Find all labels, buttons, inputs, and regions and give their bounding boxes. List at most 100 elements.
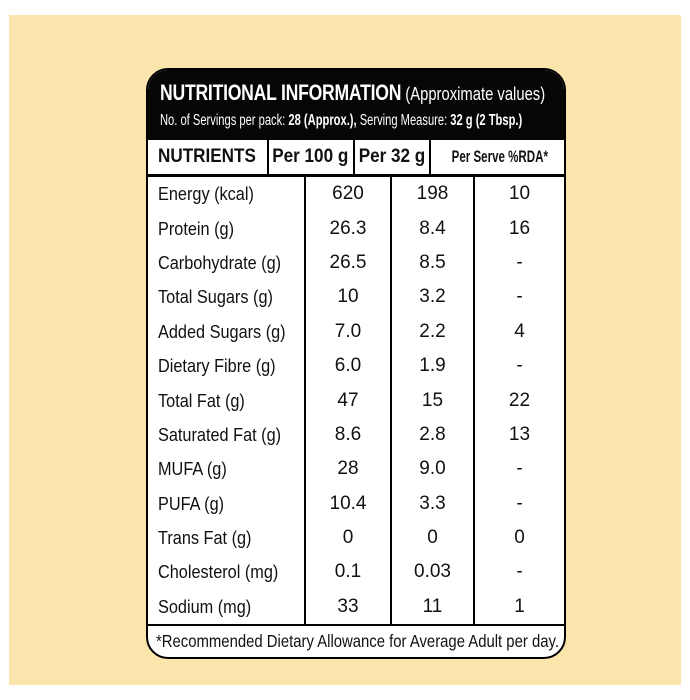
per-32g-value: 15 [421, 389, 444, 411]
per-32g-cell: 1.9 [392, 348, 475, 384]
nutrition-label: NUTRITIONAL INFORMATION (Approximate val… [146, 68, 566, 659]
rda-cell: - [475, 555, 564, 589]
nutrient-name-cell: PUFA (g) [148, 486, 306, 521]
rda-value: - [516, 286, 523, 308]
label-title-fit: NUTRITIONAL INFORMATION (Approximate val… [160, 79, 545, 110]
label-header: NUTRITIONAL INFORMATION (Approximate val… [148, 70, 564, 140]
per-100g-value: 0.1 [334, 561, 362, 583]
measure-value: 32 g (2 Tbsp.) [450, 112, 523, 129]
table-body: Energy (kcal) 620 198 10 Protein (g) [148, 177, 564, 625]
column-header-per-100g: Per 100 g [269, 140, 355, 174]
table-row: Energy (kcal) 620 198 10 [148, 177, 564, 212]
per-32g-cell: 3.2 [392, 280, 475, 315]
per-100g-value: 47 [337, 389, 359, 411]
per-32g-cell: 2.8 [392, 417, 475, 453]
rda-cell: 4 [475, 315, 564, 349]
rda-cell: - [475, 349, 564, 383]
nutrient-name: Dietary Fibre (g) [158, 355, 276, 377]
nutrient-name-cell: Total Fat (g) [148, 383, 306, 418]
per-32g-cell: 198 [392, 177, 475, 212]
nutrient-name: Cholesterol (mg) [158, 561, 279, 583]
table-row: Cholesterol (mg) 0.1 0.03 - [148, 555, 564, 590]
rda-value: - [516, 458, 523, 480]
per-100g-value: 6.0 [334, 355, 362, 377]
column-header-rda-label: Per Serve %RDA* [451, 147, 548, 166]
per-100g-cell: 8.6 [306, 417, 392, 453]
table-row: Total Sugars (g) 10 3.2 - [148, 280, 564, 315]
nutrient-name: Carbohydrate (g) [158, 251, 282, 273]
rda-value: 16 [508, 217, 531, 239]
footnote: *Recommended Dietary Allowance for Avera… [156, 631, 559, 651]
per-32g-cell: 11 [392, 589, 475, 625]
nutrient-name-cell: Sodium (mg) [148, 589, 306, 625]
per-100g-cell: 10 [306, 280, 392, 315]
nutrient-name-cell: Saturated Fat (g) [148, 417, 306, 453]
column-header-per-32g-label: Per 32 g [358, 146, 425, 167]
per-100g-cell: 0 [306, 520, 392, 556]
nutrient-name: Sodium (mg) [158, 595, 252, 617]
rda-cell: 1 [475, 590, 564, 624]
servings-fit: No. of Servings per pack: 28 (Approx.), … [160, 110, 522, 132]
per-100g-value: 8.6 [334, 423, 362, 445]
per-32g-value: 0 [427, 527, 438, 549]
rda-cell: 13 [475, 418, 564, 452]
per-32g-value: 2.8 [419, 423, 446, 445]
per-32g-cell: 8.5 [392, 245, 475, 281]
per-100g-value: 28 [337, 458, 359, 480]
servings-line: No. of Servings per pack: 28 (Approx.), … [160, 110, 553, 132]
column-header-per-100g-label: Per 100 g [272, 146, 349, 167]
table-row: Trans Fat (g) 0 0 0 [148, 520, 564, 556]
table-row: Saturated Fat (g) 8.6 2.8 13 [148, 417, 564, 453]
per-100g-value: 7.0 [334, 320, 362, 342]
label-footnote-row: *Recommended Dietary Allowance for Avera… [148, 624, 564, 657]
servings-count: 28 (Approx.), [288, 112, 357, 129]
per-100g-cell: 33 [306, 589, 392, 625]
nutrient-name-cell: Trans Fat (g) [148, 520, 306, 556]
per-100g-value: 620 [332, 183, 364, 205]
label-title-line: NUTRITIONAL INFORMATION (Approximate val… [160, 79, 553, 110]
nutrient-name: Protein (g) [158, 217, 235, 239]
per-100g-cell: 26.3 [306, 211, 392, 246]
per-100g-cell: 620 [306, 177, 392, 212]
rda-cell: - [475, 280, 564, 314]
nutrient-name-cell: Protein (g) [148, 211, 306, 246]
rda-cell: 0 [475, 521, 564, 555]
nutrient-name-cell: Added Sugars (g) [148, 314, 306, 349]
per-100g-value: 33 [337, 595, 359, 617]
per-100g-value: 26.5 [329, 251, 367, 273]
nutrient-name: MUFA (g) [158, 458, 227, 480]
per-100g-cell: 10.4 [306, 486, 392, 521]
table-header-row: NUTRIENTS Per 100 g Per 32 g Per Serve %… [148, 140, 564, 177]
nutrient-name-cell: MUFA (g) [148, 452, 306, 487]
per-32g-value: 3.3 [419, 492, 446, 514]
rda-value: - [516, 561, 523, 583]
per-32g-value: 0.03 [414, 561, 451, 583]
label-backdrop: NUTRITIONAL INFORMATION (Approximate val… [9, 15, 681, 685]
per-32g-cell: 0.03 [392, 555, 475, 590]
per-32g-value: 1.9 [419, 355, 446, 377]
rda-cell: 16 [475, 211, 564, 245]
column-header-nutrients: NUTRIENTS [148, 140, 269, 174]
per-32g-value: 9.0 [419, 458, 446, 480]
label-title-suffix: (Approximate values) [401, 83, 546, 104]
rda-value: 10 [508, 183, 531, 205]
rda-value: 4 [514, 320, 525, 342]
rda-cell: 22 [475, 383, 564, 417]
servings-prefix: No. of Servings per pack: [160, 112, 289, 129]
per-100g-cell: 28 [306, 452, 392, 487]
per-32g-cell: 3.3 [392, 486, 475, 521]
per-100g-value: 10 [337, 286, 359, 308]
table-row: Protein (g) 26.3 8.4 16 [148, 211, 564, 246]
rda-cell: - [475, 246, 564, 280]
per-32g-value: 8.4 [419, 217, 446, 239]
per-100g-cell: 26.5 [306, 245, 392, 281]
nutrient-name: Total Fat (g) [158, 389, 245, 411]
measure-prefix: Serving Measure: [356, 112, 451, 129]
rda-cell: 10 [475, 177, 564, 211]
rda-cell: - [475, 452, 564, 486]
rda-value: - [516, 251, 523, 273]
nutrient-name: Total Sugars (g) [158, 286, 273, 308]
nutrient-name: Trans Fat (g) [158, 527, 252, 549]
per-100g-cell: 47 [306, 383, 392, 418]
per-32g-value: 8.5 [419, 251, 446, 273]
